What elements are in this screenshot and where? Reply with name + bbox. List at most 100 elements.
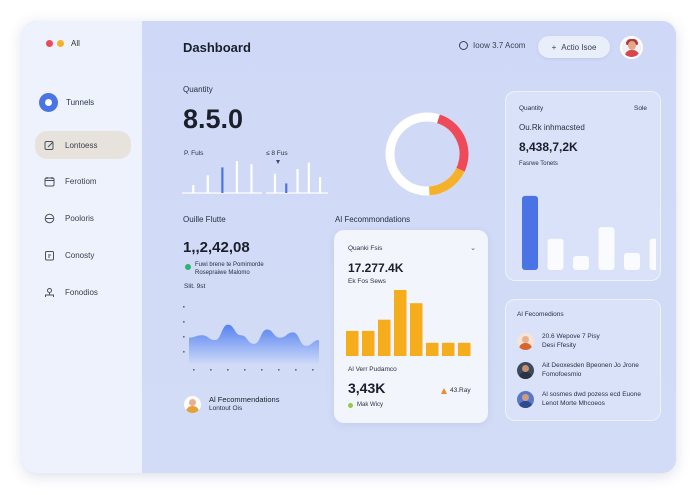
ai-panel-heading: Al Fecommondations bbox=[335, 215, 411, 224]
x-tick bbox=[210, 369, 212, 371]
app-window: All Tunnels Lontoess Ferotiom Pooloris bbox=[22, 21, 676, 473]
ai-rec-footer-subtitle: Lontout Ois bbox=[209, 405, 243, 412]
sidebar-item-4[interactable]: Conosty bbox=[35, 241, 131, 269]
minimize-dot[interactable] bbox=[57, 40, 64, 47]
donut-segment-red bbox=[385, 112, 469, 196]
mini-bar bbox=[318, 177, 322, 193]
person-avatar bbox=[517, 361, 534, 379]
user-avatar-icon bbox=[39, 93, 58, 112]
add-button[interactable]: + Actio Isoe bbox=[538, 36, 610, 58]
mini-bar bbox=[250, 164, 253, 193]
sidebar-item-5[interactable]: Fonodios bbox=[35, 278, 131, 306]
add-button-label: Actio Isoe bbox=[561, 42, 597, 52]
time-display: Ioow 3.7 Acom bbox=[459, 41, 525, 50]
revenue-note: Fuwi brene te Pomimorde Rosepraiwe Malom… bbox=[185, 261, 264, 277]
revenue-sub: Slit. 9st bbox=[184, 283, 206, 290]
sidebar-item-label: Lontoess bbox=[65, 140, 98, 150]
mini-chart-label-1: P. Fuls bbox=[184, 150, 204, 157]
up-arrow-icon bbox=[441, 387, 447, 394]
mini-bar bbox=[307, 162, 310, 193]
right-top-card: Quantity Sole Ou.Rk inhmacsted 8,438,7,2… bbox=[505, 91, 661, 281]
x-tick bbox=[295, 369, 297, 371]
revenue-label: Ouille Flutte bbox=[183, 215, 226, 224]
window-label: All bbox=[71, 39, 80, 48]
yellow-bar bbox=[426, 342, 439, 356]
mini-bar bbox=[206, 175, 209, 193]
x-tick bbox=[193, 369, 195, 371]
x-tick bbox=[312, 369, 314, 371]
y-tick bbox=[183, 321, 185, 323]
profile-avatar[interactable] bbox=[620, 36, 643, 59]
sidebar-item-1[interactable]: Lontoess bbox=[35, 131, 131, 159]
y-tick bbox=[183, 336, 185, 338]
ai-bottom-value: 3,43K bbox=[348, 380, 386, 396]
clock-icon bbox=[459, 41, 468, 50]
mini-bar-chart-1 bbox=[182, 161, 262, 194]
ai-panel-card: Quanki Fsis ⌄ 17.277.4K Ek Fos Sews Al V… bbox=[334, 230, 488, 423]
sidebar: All Tunnels Lontoess Ferotiom Pooloris bbox=[22, 21, 142, 473]
rec-line-2: Fomofoesmio bbox=[542, 371, 582, 378]
quantity-label: Quantity bbox=[183, 85, 213, 94]
right-top-value: 8,438,7,2K bbox=[519, 140, 578, 154]
rec-line-2: Lenot Morte Mhcoeos bbox=[542, 400, 605, 407]
sidebar-item-3[interactable]: Pooloris bbox=[35, 204, 131, 232]
ai-card-value: 17.277.4K bbox=[348, 261, 404, 275]
revenue-value: 1,,2,42,08 bbox=[183, 239, 250, 256]
sidebar-user[interactable]: Tunnels bbox=[39, 93, 94, 112]
ai-bottom-label: Al Verr Pudamco bbox=[348, 366, 397, 373]
yellow-bar bbox=[442, 342, 455, 356]
legend-dot-icon bbox=[348, 402, 353, 408]
sidebar-item-label: Fonodios bbox=[65, 287, 98, 297]
mini-bar-chart-2 bbox=[266, 160, 328, 194]
right-top-caption: Fasrwe Tonets bbox=[519, 161, 558, 167]
right-top-label: Quantity bbox=[519, 105, 544, 112]
sidebar-item-label: Pooloris bbox=[65, 213, 94, 223]
mini-bar bbox=[192, 185, 195, 193]
sidebar-item-2[interactable]: Ferotiom bbox=[35, 167, 131, 195]
revenue-note-1: Fuwi brene te Pomimorde bbox=[195, 262, 264, 268]
right-bottom-card: Al Fecomedions 20.6 Wepove 7 Pisy Desi F… bbox=[505, 299, 661, 421]
marker-icon bbox=[276, 160, 280, 164]
person-avatar bbox=[517, 332, 534, 350]
right-top-label-right: Sole bbox=[633, 105, 647, 112]
x-tick bbox=[244, 369, 246, 371]
ai-card-sub: Ek Fos Sews bbox=[348, 278, 386, 285]
close-dot[interactable] bbox=[46, 40, 53, 47]
people-icon bbox=[44, 287, 55, 298]
rec-line-1: 20.6 Wepove 7 Pisy bbox=[542, 333, 600, 340]
right-bottom-heading: Al Fecomedions bbox=[517, 311, 564, 318]
ai-card-title: Quanki Fsis bbox=[348, 245, 383, 252]
rec-line-1: Ait Deoxesden Bpeonen Jo Jrone bbox=[542, 362, 639, 369]
ai-change-value: 43.Ray bbox=[450, 387, 471, 394]
calendar-icon bbox=[44, 176, 55, 187]
quantity-value: 8.5.0 bbox=[183, 104, 244, 134]
recommendation-item[interactable]: Al sosmes dwd pozess ecd Euone Lenot Mor… bbox=[517, 390, 641, 408]
right-bar bbox=[598, 227, 615, 270]
right-bar bbox=[573, 255, 589, 270]
sidebar-user-label: Tunnels bbox=[66, 98, 95, 107]
recommendation-item[interactable]: Ait Deoxesden Bpeonen Jo Jrone Fomofoesm… bbox=[517, 361, 639, 379]
right-bar bbox=[624, 252, 640, 270]
chevron-down-icon[interactable]: ⌄ bbox=[470, 245, 476, 252]
recommendation-item[interactable]: 20.6 Wepove 7 Pisy Desi Ffesity bbox=[517, 332, 600, 350]
area-chart bbox=[183, 306, 319, 371]
yellow-bar-chart bbox=[346, 290, 471, 356]
right-bar bbox=[547, 238, 564, 270]
right-bar bbox=[649, 238, 656, 270]
ai-rec-footer-title: Al Fecommendations bbox=[209, 395, 280, 404]
ai-legend-label: Mak Wicy bbox=[357, 402, 383, 408]
mini-bar bbox=[296, 169, 299, 193]
ai-legend: Mak Wicy bbox=[348, 402, 383, 408]
y-tick bbox=[183, 351, 185, 353]
time-text: Ioow 3.7 Acom bbox=[473, 41, 526, 50]
yellow-bar bbox=[346, 330, 359, 356]
yellow-bar bbox=[458, 342, 471, 356]
revenue-note-2: Rosepraiwe Malomo bbox=[195, 270, 250, 276]
ai-rec-footer[interactable]: Al Fecommendations Lontout Ois bbox=[184, 395, 279, 413]
right-bar-chart bbox=[522, 195, 656, 270]
sidebar-item-label: Conosty bbox=[65, 250, 95, 260]
mini-bar bbox=[221, 167, 224, 193]
yellow-bar bbox=[410, 303, 423, 356]
x-tick bbox=[227, 369, 229, 371]
mini-bar bbox=[273, 173, 277, 193]
